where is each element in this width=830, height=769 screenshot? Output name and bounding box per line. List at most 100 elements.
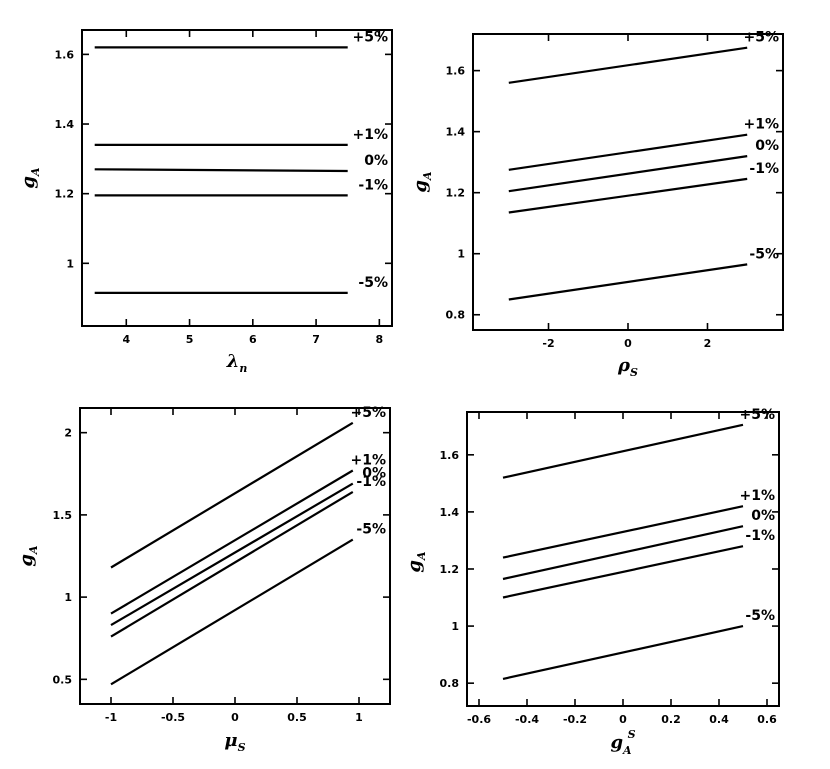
panel-4-xlabel: gAS	[610, 728, 635, 757]
x-tick-label: -0.6	[467, 713, 491, 726]
series-line	[110, 490, 354, 638]
x-tick-label: -0.2	[563, 713, 587, 726]
x-tick-label: 6	[249, 333, 257, 346]
panel-4-series	[502, 423, 744, 680]
y-tick-label: 2	[64, 427, 72, 440]
panel-3-frame	[79, 407, 391, 705]
series-label: +1%	[353, 127, 389, 143]
panel-4-ticks	[467, 412, 779, 706]
y-tick-label: 1.6	[446, 65, 466, 78]
y-tick-label: 1.4	[440, 506, 460, 519]
panel-1-serieslabels: +5% +1% 0% -1% -5%	[353, 29, 389, 291]
panel-4: -0.6 -0.4 -0.2 0 0.2 0.4 0.60.811.21.41.6 +5%+…	[404, 407, 780, 757]
panel-2: -2 0 2 0.8 1 1.2 1.4 1.6 +5% +1% 0% -1% -5% ρS gA	[410, 30, 784, 379]
panel-1: 4 5 6 7 8 1 1.2 1.4 1.6 +5% +1% 0% -1% -5% λn gA	[18, 29, 393, 375]
panel-3-ticks	[80, 408, 390, 704]
panel-1-ylabel: gA	[18, 167, 42, 189]
panel-3: -1 -0.5 0 0.5 1 0.5 1 1.5 2 +5% +1%0%-1% -5% μS gA	[16, 405, 391, 754]
y-tick-label: 1.4	[446, 126, 466, 139]
y-tick-label: 1.6	[440, 449, 460, 462]
series-label: +5%	[740, 407, 776, 423]
y-tick-label: 1.2	[446, 187, 466, 200]
series-line	[94, 168, 348, 173]
panel-3-serieslabels: +5% +1%0%-1% -5%	[351, 405, 387, 538]
x-tick-label: 1	[355, 711, 363, 724]
y-tick-label: 1.4	[55, 118, 75, 131]
panel-2-serieslabels: +5% +1% 0% -1% -5%	[744, 30, 780, 263]
panel-1-ticks	[82, 30, 392, 326]
x-tick-label: -0.5	[161, 711, 185, 724]
panel-3-ylabel: gA	[16, 545, 40, 567]
y-tick-label: 1	[64, 591, 72, 604]
y-tick-label: 1	[457, 248, 465, 261]
panel-3-xlabel: μS	[224, 730, 245, 754]
series-line	[508, 46, 748, 84]
series-line	[502, 545, 744, 599]
panel-2-ticks	[473, 34, 783, 330]
series-label: -1%	[749, 161, 779, 177]
series-line	[110, 538, 354, 686]
series-label: -5%	[358, 275, 388, 291]
panel-2-ticklabels: -2 0 2 0.8 1 1.2 1.4 1.6	[446, 65, 712, 350]
series-label: +5%	[351, 405, 387, 421]
series-label: -1%	[356, 474, 386, 490]
panel-4-ticklabels: -0.6 -0.4 -0.2 0 0.2 0.4 0.6 0.8 1 1.2 1.4 1.6	[440, 449, 778, 726]
series-line	[508, 155, 748, 193]
series-label: 0%	[755, 138, 779, 154]
panel-4-frame	[466, 411, 780, 707]
y-tick-label: 1	[66, 257, 74, 270]
series-line	[502, 505, 744, 559]
y-tick-label: 0.5	[53, 673, 73, 686]
y-tick-label: 1	[451, 620, 459, 633]
y-tick-label: 1.6	[55, 48, 75, 61]
series-label: +5%	[353, 29, 389, 45]
series-label: -5%	[356, 522, 386, 538]
series-label: -5%	[745, 608, 775, 624]
series-label: 0%	[362, 466, 386, 482]
x-tick-label: 0	[231, 711, 239, 724]
x-tick-label: 8	[376, 333, 384, 346]
panel-1-ticklabels: 4 5 6 7 8 1 1.2 1.4 1.6	[55, 48, 384, 346]
x-tick-label: 0	[624, 337, 632, 350]
series-line	[502, 423, 744, 479]
panel-4-ylabel: gA	[404, 551, 428, 573]
series-line	[508, 177, 748, 214]
y-tick-label: 0.8	[440, 677, 460, 690]
series-label: 0%	[364, 153, 388, 169]
panel-2-series	[508, 46, 748, 301]
series-line	[508, 133, 748, 171]
series-line	[110, 469, 354, 615]
x-tick-label: 7	[312, 333, 320, 346]
x-tick-label: -0.4	[515, 713, 539, 726]
panel-1-series	[94, 46, 348, 294]
x-tick-label: 0.4	[709, 713, 729, 726]
series-line	[502, 525, 744, 581]
x-tick-label: -1	[105, 711, 117, 724]
x-tick-label: 2	[704, 337, 712, 350]
x-tick-label: -2	[542, 337, 554, 350]
x-tick-label: 0.6	[757, 713, 777, 726]
series-label: +1%	[351, 452, 387, 468]
panel-3-ticklabels: -1 -0.5 0 0.5 1 0.5 1 1.5 2	[53, 427, 363, 724]
panel-2-xlabel: ρS	[617, 355, 638, 379]
panel-2-frame	[472, 33, 784, 331]
y-tick-label: 0.8	[446, 309, 466, 322]
y-tick-label: 1.2	[55, 188, 75, 201]
panel-3-series	[110, 421, 354, 686]
series-line	[502, 625, 744, 680]
series-label: 0%	[751, 508, 775, 524]
series-line	[110, 421, 354, 569]
y-tick-label: 1.5	[53, 509, 73, 522]
series-label: +1%	[740, 488, 776, 504]
x-tick-label: 0.5	[287, 711, 307, 724]
x-tick-label: 0.2	[661, 713, 681, 726]
series-label: +5%	[744, 30, 780, 46]
series-label: -5%	[749, 246, 779, 262]
x-tick-label: 0	[619, 713, 627, 726]
panel-4-serieslabels: +5% +1% 0% -1% -5%	[740, 407, 776, 624]
series-label: +1%	[744, 117, 780, 133]
x-tick-label: 4	[122, 333, 130, 346]
series-label: -1%	[745, 528, 775, 544]
panel-1-frame	[81, 29, 393, 327]
series-label: -1%	[358, 177, 388, 193]
